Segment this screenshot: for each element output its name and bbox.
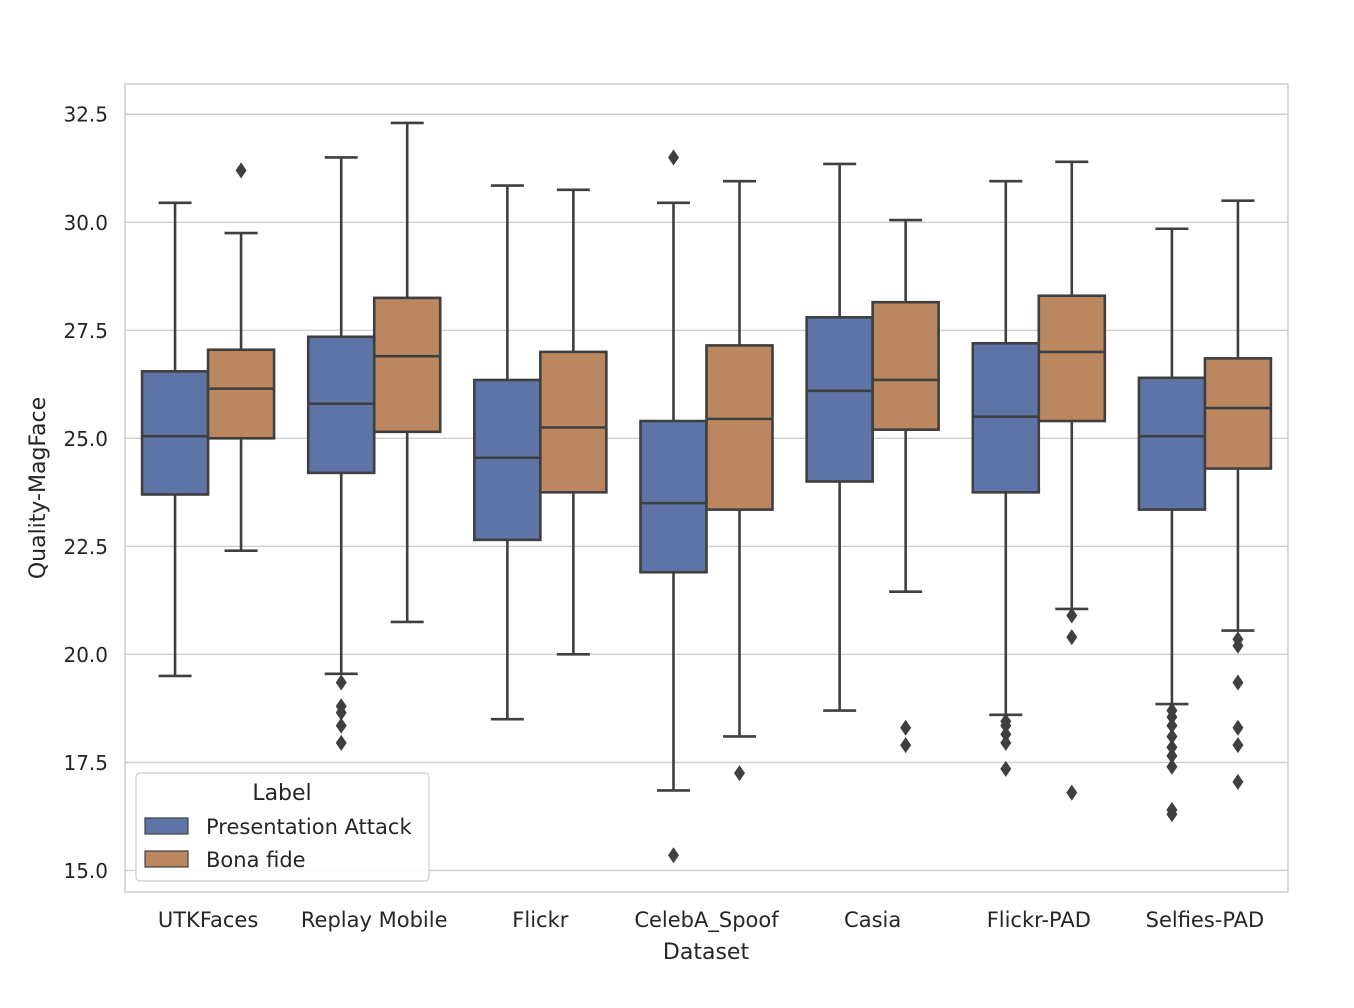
outlier-point	[1232, 719, 1244, 736]
box-presentation-attack-3	[639, 149, 708, 864]
box-bona-fide-4	[871, 218, 940, 754]
outlier-point	[1000, 726, 1012, 743]
box-bona-fide-0	[206, 162, 276, 552]
outlier-point	[900, 719, 912, 736]
iqr-box	[473, 378, 542, 542]
outlier-point	[335, 674, 347, 691]
x-tick-label: Casia	[844, 908, 901, 932]
outlier-point	[1000, 734, 1012, 751]
outlier-point	[1166, 728, 1178, 745]
box-bona-fide-2	[539, 188, 608, 656]
legend: Label Presentation Attack Bona fide	[135, 772, 430, 882]
outlier-point	[335, 717, 347, 734]
box-presentation-attack-0	[140, 201, 210, 678]
outlier-point	[668, 847, 679, 864]
iqr-box	[805, 316, 874, 483]
plot-area-frame	[124, 83, 1289, 893]
y-tick-label: 15.0	[63, 859, 108, 883]
x-axis-label: Dataset	[663, 940, 750, 965]
box-presentation-attack-4	[805, 162, 874, 712]
outlier-point	[1166, 747, 1178, 764]
iqr-box	[639, 419, 708, 574]
outlier-point	[1000, 760, 1012, 777]
box-bona-fide-5	[1037, 160, 1107, 801]
x-tick-label: Selfies-PAD	[1146, 908, 1265, 932]
box-bona-fide-1	[372, 121, 442, 624]
outlier-point	[335, 734, 347, 751]
outlier-point	[1232, 737, 1244, 754]
box-presentation-attack-2	[473, 184, 542, 721]
outlier-point	[1232, 637, 1244, 654]
y-tick-label: 22.5	[63, 535, 108, 559]
iqr-box	[1137, 376, 1207, 511]
outlier-point	[1166, 758, 1178, 775]
x-tick-label: Flickr-PAD	[987, 908, 1091, 932]
y-tick-label: 17.5	[63, 751, 108, 775]
y-axis-label: Quality-MagFace	[26, 397, 51, 579]
outlier-point	[734, 765, 745, 782]
legend-title: Label	[252, 781, 311, 806]
iqr-box	[1203, 357, 1273, 470]
box-bona-fide-3	[705, 179, 774, 782]
box-presentation-attack-6	[1137, 227, 1207, 823]
outlier-point	[1066, 629, 1078, 646]
outlier-point	[900, 737, 912, 754]
box-groups	[140, 121, 1273, 864]
legend-label-bona-fide: Bona fide	[206, 848, 306, 872]
x-tick-label: Flickr	[512, 908, 568, 932]
box-presentation-attack-1	[306, 156, 376, 751]
y-tick-label: 30.0	[63, 211, 108, 235]
x-tick-label: UTKFaces	[158, 908, 258, 932]
legend-swatch-bona-fide	[144, 850, 189, 868]
outlier-point	[1000, 717, 1012, 734]
legend-label-presentation-attack: Presentation Attack	[206, 815, 412, 839]
outlier-point	[1232, 773, 1244, 790]
iqr-box	[539, 350, 608, 494]
outlier-point	[668, 149, 679, 166]
y-tick-label: 27.5	[63, 319, 108, 343]
outlier-point	[1166, 739, 1178, 756]
outlier-point	[335, 704, 347, 721]
iqr-box	[206, 348, 276, 440]
legend-frame	[135, 772, 430, 882]
iqr-box	[372, 296, 442, 434]
x-tick-label: CelebA_Spoof	[634, 908, 779, 933]
x-tick-label: Replay Mobile	[301, 908, 448, 932]
legend-swatch-presentation-attack	[144, 817, 189, 835]
box-presentation-attack-5	[971, 179, 1041, 777]
outlier-point	[1166, 709, 1178, 726]
y-axis-ticks: 15.0 17.5 20.0 22.5 25.0 27.5 30.0 32.5	[63, 103, 108, 883]
outlier-point	[1166, 717, 1178, 734]
box-bona-fide-6	[1203, 199, 1273, 790]
outlier-point	[1066, 607, 1078, 624]
y-tick-label: 32.5	[63, 103, 108, 127]
outlier-point	[235, 162, 247, 179]
iqr-box	[871, 300, 940, 431]
iqr-box	[140, 370, 210, 496]
outlier-point	[1232, 674, 1244, 691]
iqr-box	[705, 344, 774, 511]
outlier-point	[1166, 806, 1178, 823]
iqr-box	[1037, 294, 1107, 423]
y-tick-label: 20.0	[63, 643, 108, 667]
x-axis-ticks: UTKFaces Replay Mobile Flickr CelebA_Spoof C…	[158, 908, 1264, 933]
outlier-point	[1066, 784, 1078, 801]
y-tick-label: 25.0	[63, 427, 108, 451]
